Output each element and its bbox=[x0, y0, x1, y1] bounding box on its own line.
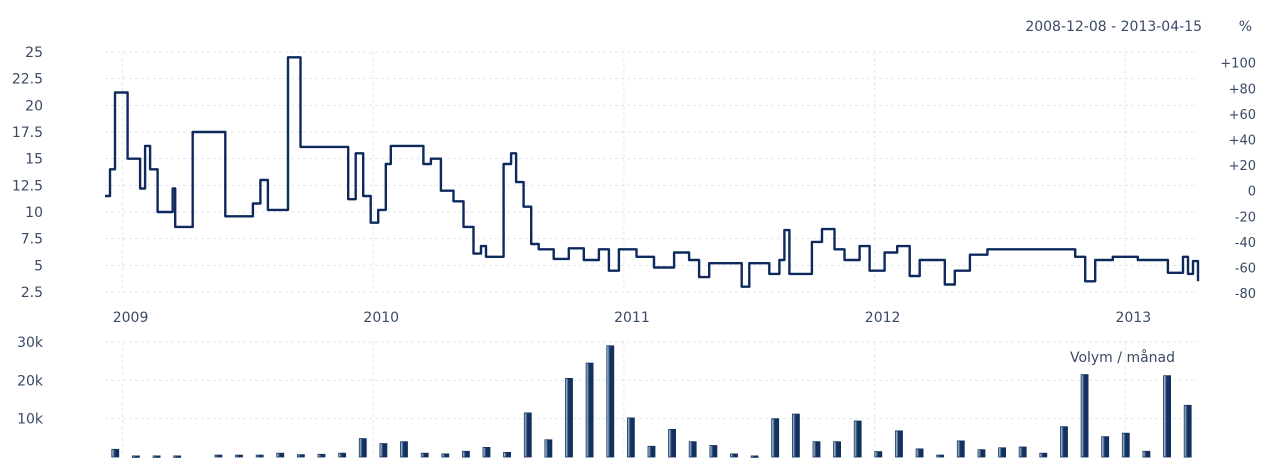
price-series bbox=[105, 56, 1200, 288]
y2-tick-label: +60 bbox=[1229, 108, 1256, 123]
y-tick-label: 5 bbox=[34, 258, 43, 274]
volume-bar-2012-02 bbox=[895, 430, 903, 458]
volume-bar-2013-02 bbox=[1142, 450, 1151, 458]
y2-tick-label: +20 bbox=[1229, 159, 1256, 174]
volume-bar-2011-08 bbox=[771, 418, 780, 458]
volume-bar-2011-07 bbox=[750, 455, 759, 458]
y2-tick-label: +40 bbox=[1229, 133, 1256, 148]
y-tick-label: 12.5 bbox=[12, 178, 43, 194]
volume-bar-2013-03 bbox=[1163, 375, 1171, 458]
axis-labels: 2.5 5 7.5 10 12.5 15 17.5 20 22.5 25 -80 -60 -40 -20 0… bbox=[12, 45, 1256, 428]
volume-bar-2009-06 bbox=[235, 454, 243, 458]
volume-bar-2011-02 bbox=[647, 445, 656, 458]
volume-bar-2011-06 bbox=[730, 453, 738, 458]
volume-bar-2011-05 bbox=[709, 445, 718, 458]
y2-tick-label: +80 bbox=[1229, 82, 1256, 97]
volume-bar-2011-01 bbox=[627, 417, 635, 458]
volume-bar-2010-02 bbox=[400, 441, 408, 458]
volume-bar-2010-06 bbox=[482, 446, 491, 458]
y2-tick-label: -80 bbox=[1235, 287, 1256, 302]
volume-bar-2010-09 bbox=[544, 439, 553, 458]
volume-bar-2009-02 bbox=[152, 455, 161, 458]
y2-tick-label: -60 bbox=[1235, 261, 1256, 276]
volume-bar-2010-08 bbox=[523, 412, 532, 458]
volume-bar-2012-08 bbox=[1018, 446, 1027, 458]
volume-bar-2012-07 bbox=[998, 447, 1006, 458]
volume-bar-2012-12 bbox=[1101, 436, 1110, 458]
volume-bar-2011-04 bbox=[688, 441, 697, 458]
volume-bar-2011-03 bbox=[668, 428, 676, 458]
volume-bar-2012-03 bbox=[915, 448, 924, 458]
volume-bar-2010-11 bbox=[585, 362, 594, 458]
volume-bar-2011-09 bbox=[792, 413, 800, 458]
y2-tick-label: -40 bbox=[1235, 236, 1256, 251]
volume-tick-label: 30k bbox=[17, 335, 44, 351]
volume-bar-2010-10 bbox=[565, 377, 573, 458]
date-range: 2008-12-08 - 2013-04-15 bbox=[1025, 19, 1202, 35]
y-tick-label: 17.5 bbox=[12, 125, 43, 141]
volume-bar-2011-12 bbox=[853, 420, 862, 458]
y2-tick-label: 0 bbox=[1248, 185, 1256, 200]
volume-bar-2009-03 bbox=[173, 455, 182, 458]
volume-tick-label: 10k bbox=[17, 412, 44, 428]
percent-unit-label: % bbox=[1239, 19, 1252, 35]
y2-tick-label: +100 bbox=[1220, 57, 1256, 72]
x-tick-label: 2011 bbox=[614, 310, 650, 326]
volume-bar-2012-06 bbox=[977, 449, 986, 458]
volume-bar-2009-09 bbox=[296, 454, 305, 458]
y-tick-label: 10 bbox=[25, 205, 43, 221]
y-tick-label: 25 bbox=[25, 45, 43, 61]
volume-bar-2008-12 bbox=[111, 448, 120, 458]
volume-bar-2011-10 bbox=[812, 441, 821, 458]
y-tick-label: 2.5 bbox=[21, 285, 43, 301]
volume-bar-2010-03 bbox=[420, 452, 429, 458]
volume-bar-2010-07 bbox=[503, 451, 512, 458]
volume-bar-2012-01 bbox=[874, 451, 883, 458]
volume-bar-2010-04 bbox=[441, 453, 450, 458]
volume-bar-2012-04 bbox=[936, 454, 945, 458]
x-tick-label: 2010 bbox=[363, 310, 399, 326]
volume-bar-2009-12 bbox=[358, 438, 367, 458]
volume-bar-2009-07 bbox=[255, 454, 264, 458]
volume-bar-2013-04 bbox=[1183, 404, 1192, 458]
volume-bar-2009-05 bbox=[214, 454, 223, 458]
volume-bar-2012-11 bbox=[1080, 374, 1089, 458]
volume-bars bbox=[111, 345, 1192, 458]
volume-bar-2012-05 bbox=[956, 440, 965, 458]
volume-bar-2009-08 bbox=[276, 452, 285, 458]
volume-tick-label: 20k bbox=[17, 373, 44, 389]
volume-label: Volym / månad bbox=[1070, 349, 1175, 366]
volume-bar-2009-11 bbox=[338, 452, 347, 458]
volume-bar-2009-01 bbox=[131, 455, 140, 458]
x-tick-label: 2012 bbox=[865, 310, 901, 326]
y-tick-label: 20 bbox=[25, 98, 43, 114]
x-tick-label: 2009 bbox=[113, 310, 149, 326]
volume-bar-2012-09 bbox=[1039, 452, 1048, 458]
volume-bar-2012-10 bbox=[1060, 426, 1068, 458]
volume-bar-2010-01 bbox=[379, 443, 388, 458]
y-tick-label: 7.5 bbox=[21, 232, 43, 248]
price-line bbox=[105, 56, 1200, 288]
x-tick-label: 2013 bbox=[1115, 310, 1151, 326]
y2-tick-label: -20 bbox=[1235, 210, 1256, 225]
volume-bar-2010-05 bbox=[461, 450, 470, 458]
volume-bar-2009-10 bbox=[317, 453, 326, 458]
y-tick-label: 15 bbox=[25, 152, 43, 168]
volume-bar-2013-01 bbox=[1121, 432, 1130, 458]
grid-layer bbox=[105, 51, 1198, 457]
volume-bar-2010-12 bbox=[606, 345, 615, 458]
y-tick-label: 22.5 bbox=[12, 72, 43, 88]
volume-bar-2011-11 bbox=[833, 441, 841, 458]
